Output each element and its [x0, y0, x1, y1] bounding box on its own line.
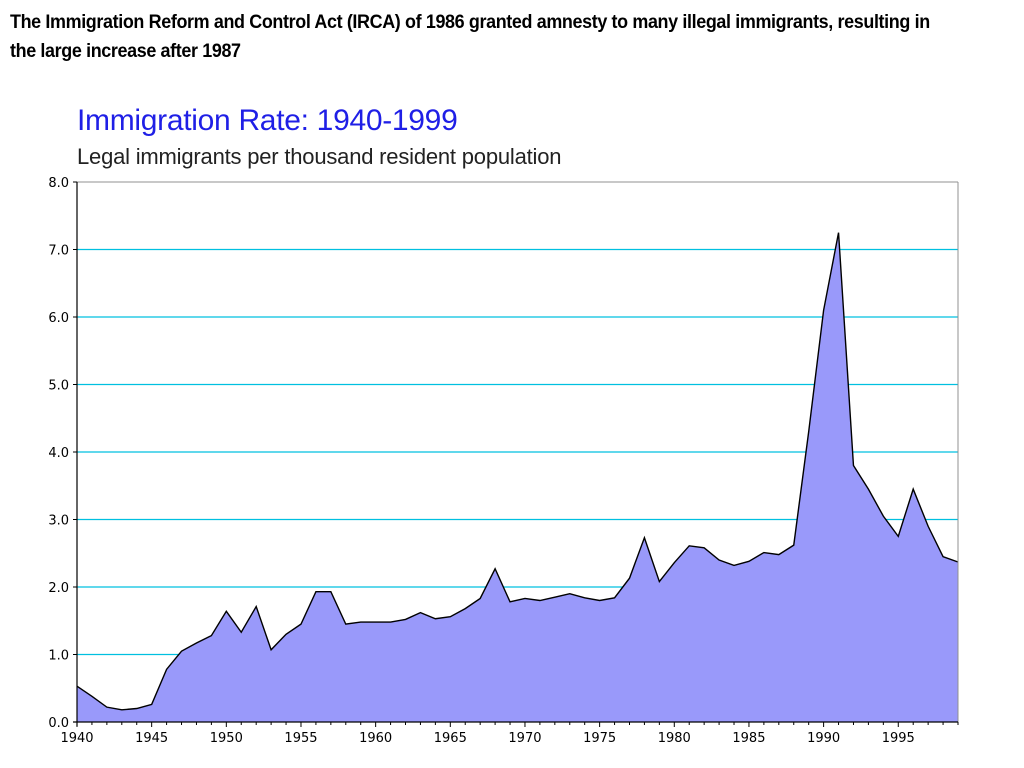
x-tick-label: 1970 [508, 731, 541, 746]
y-tick-label: 0.0 [48, 716, 69, 731]
y-tick-label: 2.0 [48, 581, 69, 596]
x-tick-label: 1980 [658, 731, 691, 746]
y-tick-label: 6.0 [48, 311, 69, 326]
chart-subtitle: Legal immigrants per thousand resident p… [77, 144, 562, 169]
x-tick-label: 1990 [807, 731, 840, 746]
y-tick-label: 7.0 [48, 244, 69, 259]
y-tick-label: 4.0 [48, 446, 69, 461]
x-tick-label: 1955 [284, 731, 317, 746]
x-tick-label: 1945 [135, 731, 168, 746]
x-tick-label: 1995 [882, 731, 915, 746]
slide-caption: The Immigration Reform and Control Act (… [10, 11, 930, 62]
x-tick-label: 1975 [583, 731, 616, 746]
area-fill [77, 232, 958, 722]
x-tick-label: 1960 [359, 731, 392, 746]
x-tick-label: 1965 [434, 731, 467, 746]
x-tick-label: 1950 [210, 731, 243, 746]
y-tick-label: 3.0 [48, 514, 69, 529]
y-tick-label: 5.0 [48, 379, 69, 394]
y-tick-label: 1.0 [48, 649, 69, 664]
x-tick-label: 1940 [60, 731, 93, 746]
chart-title: Immigration Rate: 1940-1999 [77, 104, 458, 137]
x-tick-label: 1985 [732, 731, 765, 746]
y-tick-label: 8.0 [48, 176, 69, 191]
series-line [76, 232, 959, 711]
